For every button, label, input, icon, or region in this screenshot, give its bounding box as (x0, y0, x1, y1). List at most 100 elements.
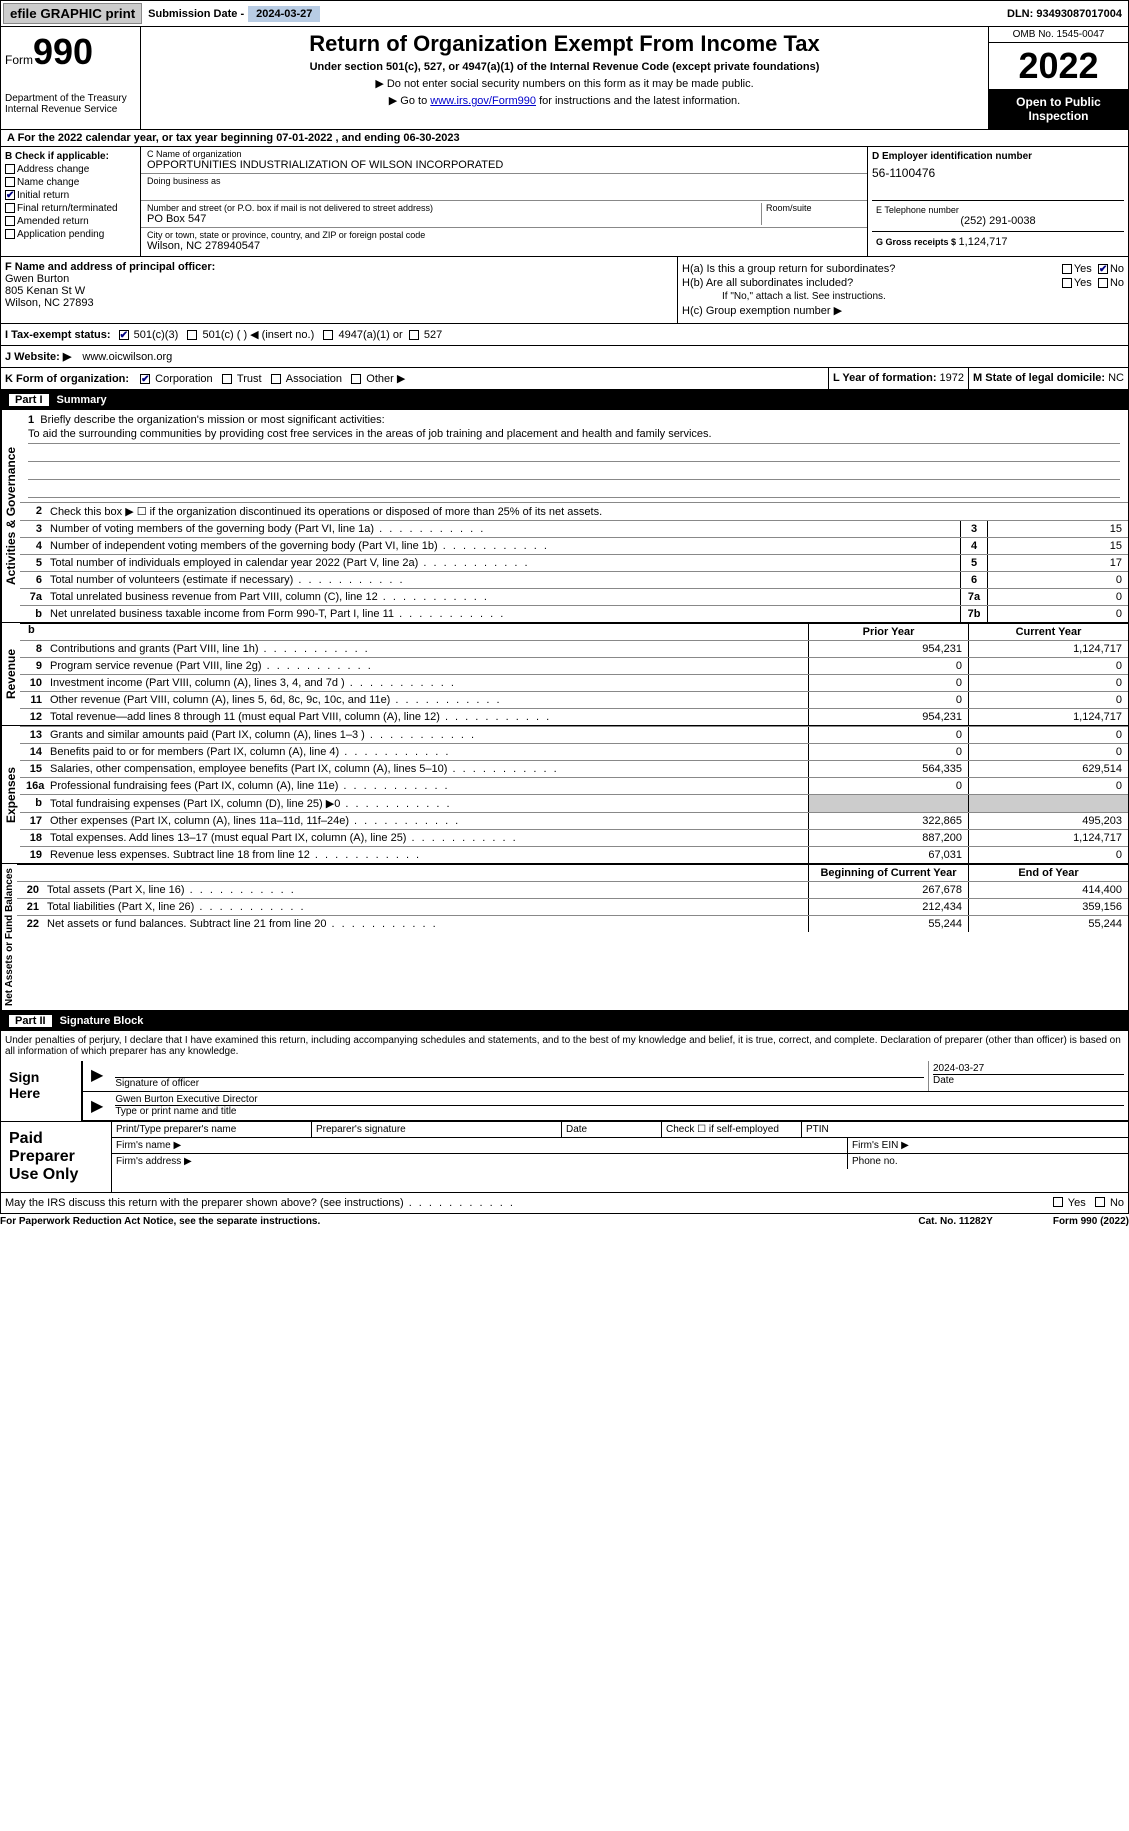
hc-label: H(c) Group exemption number ▶ (682, 304, 842, 317)
dept-line2: Internal Revenue Service (5, 104, 136, 115)
officer-addr1: 805 Kenan St W (5, 285, 673, 297)
addr-value: PO Box 547 (147, 213, 761, 225)
sign-here-label: Sign Here (1, 1061, 81, 1121)
dba-block: Doing business as (141, 174, 867, 201)
current-year-header: Current Year (968, 624, 1128, 640)
summary-line: 7aTotal unrelated business revenue from … (20, 588, 1128, 605)
year-formation-label: L Year of formation: (833, 372, 940, 384)
main-title: Return of Organization Exempt From Incom… (145, 31, 984, 57)
netassets-content: Beginning of Current Year End of Year 20… (17, 864, 1128, 1010)
summary-line: 6Total number of volunteers (estimate if… (20, 571, 1128, 588)
sig-fields: ▶ Signature of officer 2024-03-27 Date ▶… (81, 1061, 1128, 1121)
fo-opt2: Trust (237, 373, 262, 385)
org-name-label: C Name of organization (147, 149, 861, 159)
line2-desc: Check this box ▶ ☐ if the organization d… (48, 503, 1128, 520)
dba-label: Doing business as (147, 176, 861, 186)
ts-opt4: 527 (424, 329, 442, 341)
preparer-fields: Print/Type preparer's name Preparer's si… (111, 1122, 1128, 1192)
discuss-no: No (1110, 1197, 1124, 1209)
form-number: 990 (33, 31, 93, 72)
footer-mid: Cat. No. 11282Y (918, 1216, 992, 1227)
ein-value: 56-1100476 (872, 166, 1124, 180)
phone-value: (252) 291-0038 (876, 215, 1120, 227)
ha-label: H(a) Is this a group return for subordin… (682, 263, 1062, 275)
ha-yes: Yes (1074, 263, 1092, 275)
revenue-content: b Prior Year Current Year 8Contributions… (20, 623, 1128, 725)
col-b-label: B Check if applicable: (5, 151, 136, 162)
domicile-value: NC (1108, 372, 1124, 384)
tax-status-label: I Tax-exempt status: (5, 329, 111, 341)
sig-officer-label: Signature of officer (115, 1077, 924, 1089)
fo-opt4: Other ▶ (366, 373, 405, 385)
check-amended: Amended return (5, 216, 136, 227)
check-final-return: Final return/terminated (5, 203, 136, 214)
sig-arrow-icon: ▶ (83, 1061, 111, 1091)
financial-line: 9Program service revenue (Part VIII, lin… (20, 657, 1128, 674)
financial-line: 15Salaries, other compensation, employee… (20, 760, 1128, 777)
preparer-block: Paid Preparer Use Only Print/Type prepar… (0, 1122, 1129, 1193)
part1-title: Summary (57, 394, 107, 406)
form-org-l: L Year of formation: 1972 (829, 368, 969, 389)
activities-governance-section: Activities & Governance 1 Briefly descri… (0, 410, 1129, 623)
dln-value: 93493087017004 (1036, 8, 1122, 20)
instruction-1: ▶ Do not enter social security numbers o… (145, 77, 984, 90)
officer-label: F Name and address of principal officer: (5, 261, 673, 273)
city-value: Wilson, NC 278940547 (147, 240, 861, 252)
firm-name: Firm's name ▶ (112, 1138, 848, 1153)
prep-print-name: Print/Type preparer's name (112, 1122, 312, 1137)
vert-revenue: Revenue (1, 623, 20, 725)
financial-line: 22Net assets or fund balances. Subtract … (17, 915, 1128, 932)
expenses-content: 13Grants and similar amounts paid (Part … (20, 726, 1128, 863)
tax-status-row: I Tax-exempt status: 501(c)(3) 501(c) ( … (0, 324, 1129, 346)
check-app-pending: Application pending (5, 229, 136, 240)
column-b: B Check if applicable: Address change Na… (1, 147, 141, 256)
typed-name-field: Gwen Burton Executive Director Type or p… (111, 1092, 1128, 1120)
header-center: Return of Organization Exempt From Incom… (141, 27, 988, 129)
domicile-label: M State of legal domicile: (973, 372, 1108, 384)
officer-name: Gwen Burton (5, 273, 673, 285)
activities-content: 1 Briefly describe the organization's mi… (20, 410, 1128, 622)
ha-row: H(a) Is this a group return for subordin… (682, 263, 1124, 275)
website-row: J Website: ▶ www.oicwilson.org (0, 346, 1129, 368)
vert-activities: Activities & Governance (1, 410, 20, 622)
receipts-block: G Gross receipts $ 1,124,717 (872, 231, 1124, 252)
begin-year-header: Beginning of Current Year (808, 865, 968, 881)
instruction-2-prefix: ▶ Go to (389, 95, 430, 107)
financial-line: 11Other revenue (Part VIII, column (A), … (20, 691, 1128, 708)
form-org-k: K Form of organization: Corporation Trus… (1, 368, 829, 389)
efile-print-button[interactable]: efile GRAPHIC print (3, 3, 142, 24)
financial-line: 12Total revenue—add lines 8 through 11 (… (20, 708, 1128, 725)
receipts-value: 1,124,717 (959, 236, 1008, 248)
part2-title: Signature Block (60, 1015, 144, 1027)
discuss-row: May the IRS discuss this return with the… (0, 1193, 1129, 1214)
sign-here-block: Sign Here ▶ Signature of officer 2024-03… (0, 1061, 1129, 1122)
sig-date-label: Date (933, 1074, 1124, 1086)
fo-opt1: Corporation (155, 373, 212, 385)
irs-link[interactable]: www.irs.gov/Form990 (430, 95, 536, 107)
preparer-label: Paid Preparer Use Only (1, 1122, 111, 1192)
typed-name-label: Type or print name and title (115, 1105, 1124, 1117)
column-d: D Employer identification number 56-1100… (868, 147, 1128, 256)
financial-line: 8Contributions and grants (Part VIII, li… (20, 640, 1128, 657)
prep-date: Date (562, 1122, 662, 1137)
financial-line: 13Grants and similar amounts paid (Part … (20, 726, 1128, 743)
instruction-2: ▶ Go to www.irs.gov/Form990 for instruct… (145, 94, 984, 107)
part1-header: Part I Summary (0, 390, 1129, 410)
footer-left: For Paperwork Reduction Act Notice, see … (0, 1216, 858, 1227)
firm-phone: Phone no. (848, 1154, 1128, 1169)
revenue-header: b Prior Year Current Year (20, 623, 1128, 640)
summary-line: 4Number of independent voting members of… (20, 537, 1128, 554)
end-year-header: End of Year (968, 865, 1128, 881)
financial-line: bTotal fundraising expenses (Part IX, co… (20, 794, 1128, 812)
check-initial-return: Initial return (5, 190, 136, 201)
check-name-change: Name change (5, 177, 136, 188)
inspection-box: Open to Public Inspection (989, 89, 1128, 129)
prep-ptin: PTIN (802, 1122, 1128, 1137)
part1-num: Part I (9, 394, 49, 406)
sig-declaration: Under penalties of perjury, I declare th… (0, 1031, 1129, 1061)
hb-label: H(b) Are all subordinates included? (682, 277, 1062, 289)
year-formation-value: 1972 (940, 372, 964, 384)
tax-year: 2022 (989, 43, 1128, 89)
ha-no: No (1110, 263, 1124, 275)
mission-text: To aid the surrounding communities by pr… (28, 426, 1120, 444)
